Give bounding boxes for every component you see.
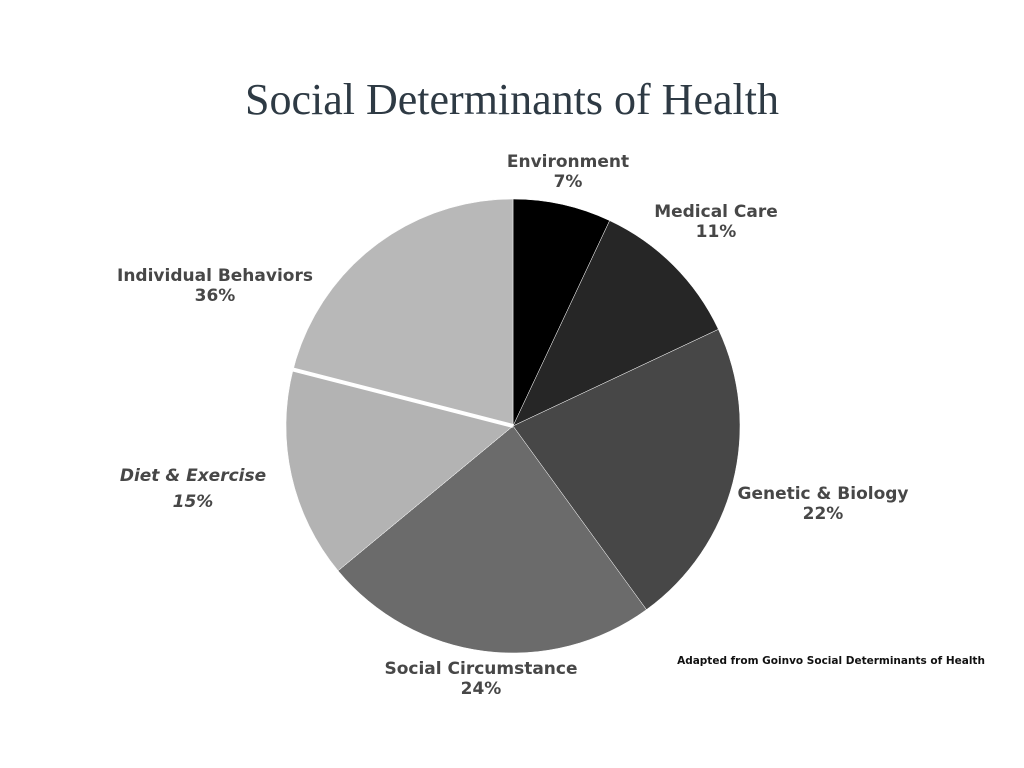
slice-value-label: 36% (195, 286, 236, 306)
chart-title: Social Determinants of Health (245, 75, 779, 124)
slice-label: Individual Behaviors (117, 266, 313, 286)
slice-value-label: 22% (803, 504, 844, 524)
pie-slice (337, 425, 647, 654)
pie-slice (512, 329, 741, 610)
subslice-label: Diet & Exercise (120, 466, 266, 486)
subslice-value-label: 15% (173, 492, 214, 512)
slice-value-label: 7% (554, 172, 583, 192)
slice-value-label: 24% (461, 679, 502, 699)
slice-value-label: 11% (696, 222, 737, 242)
pie-slice (512, 220, 719, 427)
pie-subslice (285, 369, 514, 572)
slice-label: Environment (507, 152, 629, 172)
slice-label: Social Circumstance (384, 659, 577, 679)
slice-label: Medical Care (654, 202, 778, 222)
subslice-divider (292, 367, 514, 428)
annotation: Adapted from Goinvo Social Determinants … (677, 655, 985, 667)
slice-label: Genetic & Biology (737, 484, 908, 504)
